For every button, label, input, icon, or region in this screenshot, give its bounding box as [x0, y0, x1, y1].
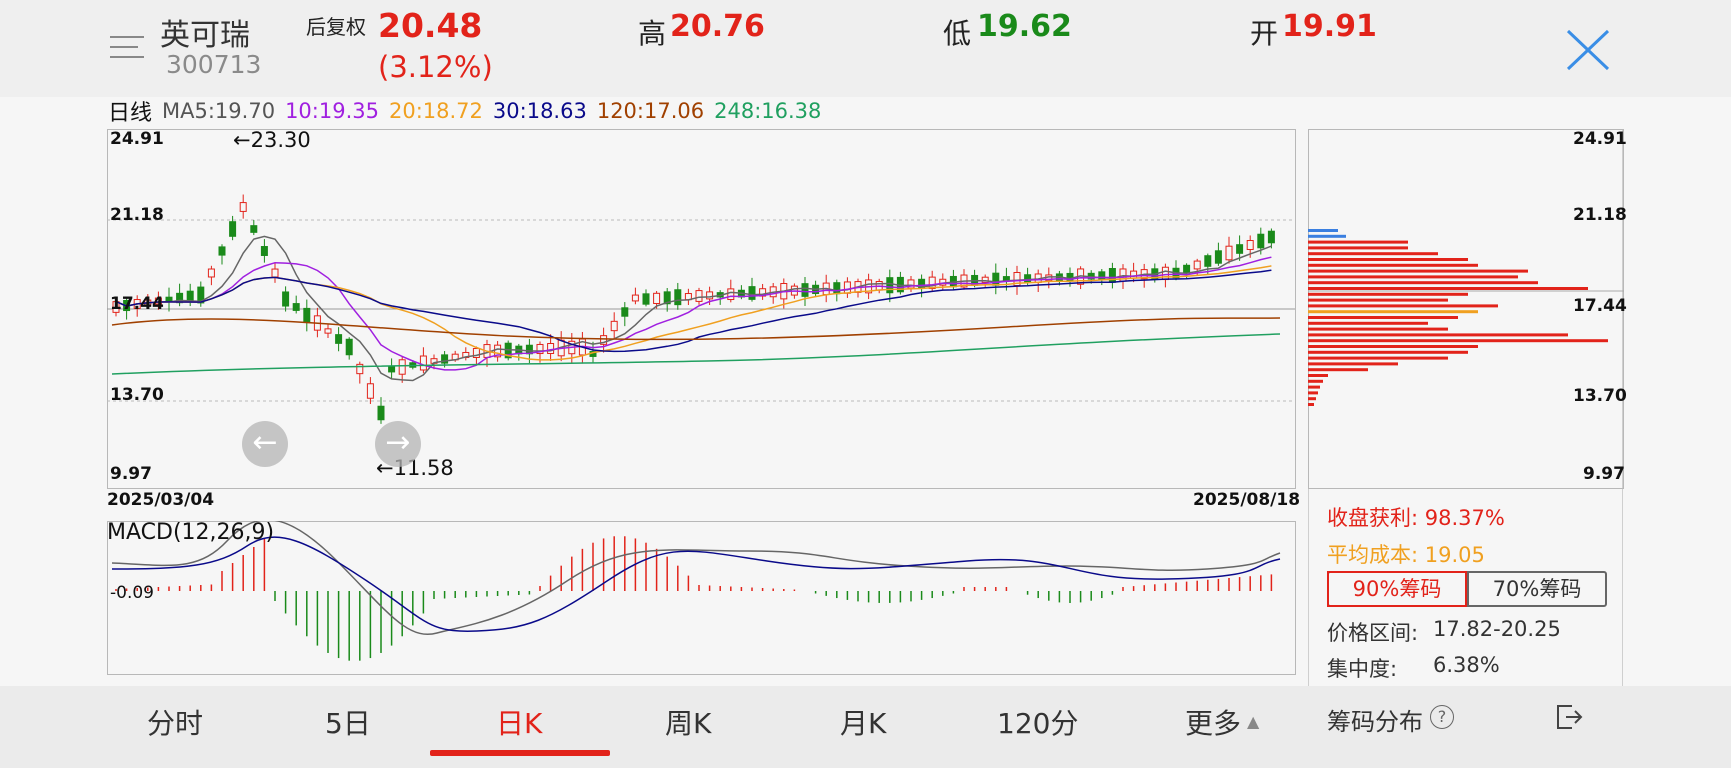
tab-monthly-k[interactable]: 月K [840, 707, 887, 740]
last-price: 20.48 [378, 6, 483, 45]
more-dropdown-icon[interactable]: ▲ [1247, 712, 1260, 731]
stock-code: 300713 [166, 50, 262, 79]
chip-y-tick-2: 21.18 [1573, 205, 1627, 225]
scroll-left-button[interactable]: ← [242, 421, 288, 467]
adjustment-label[interactable]: 后复权 [306, 15, 366, 39]
macd-chart[interactable] [107, 521, 1296, 675]
macd-plot [111, 521, 1281, 661]
open-label: 开 [1250, 17, 1279, 50]
macd-value: -0.09 [110, 583, 154, 603]
ma-legend: 日线 MA5:19.70 10:19.35 20:18.72 30:18.63 … [108, 96, 821, 126]
low-value: 19.62 [977, 9, 1072, 44]
help-icon[interactable]: ? [1430, 705, 1454, 729]
quote-header [0, 0, 1731, 97]
concentration-label: 集中度: [1327, 657, 1398, 681]
scroll-right-button[interactable]: → [375, 421, 421, 467]
ma20-value: 20:18.72 [388, 99, 483, 123]
high-label: 高 [638, 17, 667, 50]
period-label[interactable]: 日线 [108, 101, 153, 126]
ma10-value: 10:19.35 [285, 99, 379, 123]
active-tab-indicator [430, 750, 610, 756]
average-cost: 平均成本: 19.05 [1327, 543, 1485, 567]
end-date: 2025/08/18 [1193, 490, 1301, 510]
tab-weekly-k[interactable]: 周K [665, 707, 712, 740]
y-tick-3: 17.44 [110, 294, 164, 314]
chip-y-tick-3: 17.44 [1573, 296, 1627, 316]
chip-distribution-title[interactable]: 筹码分布 [1327, 708, 1423, 736]
y-tick-2: 21.18 [110, 205, 164, 225]
menu-icon[interactable] [110, 34, 144, 64]
close-profit: 收盘获利: 98.37% [1327, 506, 1505, 530]
chip-y-tick-bottom: 9.97 [1583, 464, 1625, 484]
ma30-value: 30:18.63 [492, 99, 587, 123]
tab-120min[interactable]: 120分 [997, 707, 1079, 740]
price-range-value: 17.82-20.25 [1433, 617, 1561, 641]
ma248-value: 248:16.38 [714, 99, 822, 123]
chip-range-toggle: 90%筹码 70%筹码 [1327, 571, 1607, 607]
ma120-value: 120:17.06 [596, 99, 705, 123]
y-tick-4: 13.70 [110, 385, 164, 405]
tab-intraday[interactable]: 分时 [147, 707, 204, 740]
panel-divider-right [1622, 129, 1623, 755]
price-range-label: 价格区间: [1327, 621, 1419, 645]
close-icon[interactable] [1565, 28, 1611, 72]
high-value: 20.76 [670, 9, 765, 44]
chip-y-tick-top: 24.91 [1573, 129, 1627, 149]
stock-name: 英可瑞 [160, 18, 250, 53]
change-percent: (3.12%) [378, 50, 493, 84]
exit-icon[interactable] [1554, 702, 1584, 732]
chip-chart[interactable] [1308, 129, 1624, 489]
macd-title[interactable]: MACD(12,26,9) [107, 520, 275, 545]
tab-5day[interactable]: 5日 [325, 707, 371, 740]
kline-grid [107, 194, 1295, 424]
y-tick-top: 24.91 [110, 129, 164, 149]
max-price-annotation: ←23.30 [233, 128, 311, 152]
chip-70-button[interactable]: 70%筹码 [1467, 573, 1605, 605]
chip-90-button[interactable]: 90%筹码 [1327, 571, 1467, 607]
y-tick-bottom: 9.97 [110, 464, 152, 484]
start-date: 2025/03/04 [107, 490, 215, 510]
tab-more[interactable]: 更多 [1185, 707, 1242, 740]
open-value: 19.91 [1282, 9, 1377, 44]
concentration-value: 6.38% [1433, 653, 1500, 677]
ma5-value: MA5:19.70 [162, 99, 276, 123]
low-label: 低 [943, 17, 972, 50]
chip-bars [1308, 229, 1624, 406]
tab-daily-k[interactable]: 日K [496, 707, 543, 740]
chip-y-tick-4: 13.70 [1573, 386, 1627, 406]
